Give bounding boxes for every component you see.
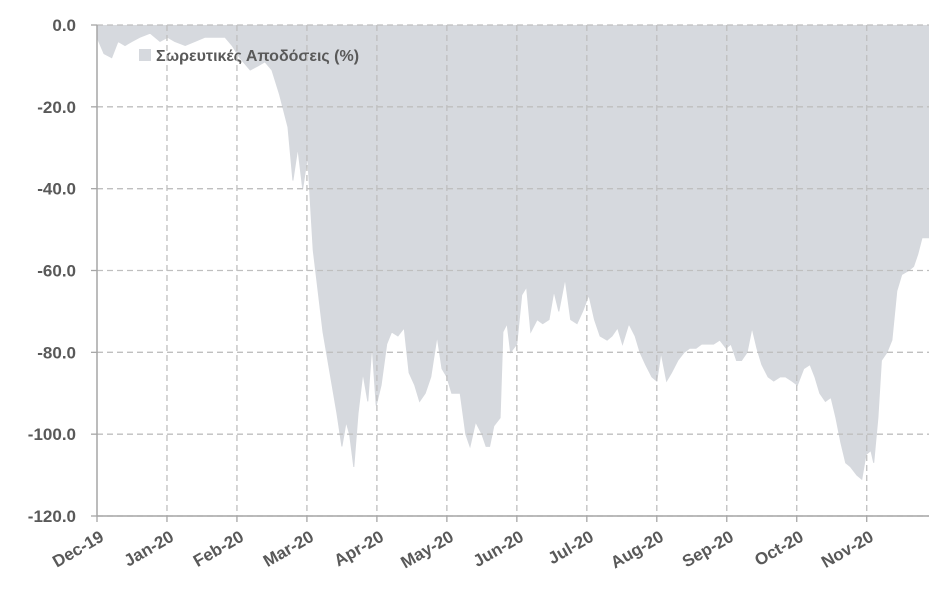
y-tick-label: -20.0	[37, 98, 76, 117]
x-tick-label: Mar-20	[260, 527, 317, 571]
x-tick-label: Jan-20	[121, 527, 177, 570]
y-tick-label: -80.0	[37, 343, 76, 362]
x-tick-label: Aug-20	[607, 527, 666, 572]
x-tick-label: Sep-20	[679, 527, 737, 571]
x-tick-label: Jun-20	[470, 527, 527, 571]
x-tick-label: Oct-20	[751, 527, 806, 570]
y-tick-label: -100.0	[28, 425, 76, 444]
legend-swatch	[139, 49, 151, 61]
x-tick-label: Nov-20	[818, 527, 877, 572]
x-tick-label: Dec-19	[49, 527, 107, 571]
area-fill	[97, 25, 929, 480]
legend-label: Σωρευτικές Αποδόσεις (%)	[156, 48, 359, 65]
y-tick-label: -120.0	[28, 507, 76, 526]
x-tick-label: May-20	[397, 527, 456, 572]
x-tick-label: Jul-20	[545, 527, 597, 568]
y-tick-label: -60.0	[37, 262, 76, 281]
area-line	[96, 32, 929, 481]
x-tick-label: Feb-20	[190, 527, 247, 571]
y-tick-label: 0.0	[52, 16, 76, 35]
y-tick-label: -40.0	[37, 180, 76, 199]
x-tick-label: Apr-20	[331, 527, 387, 570]
